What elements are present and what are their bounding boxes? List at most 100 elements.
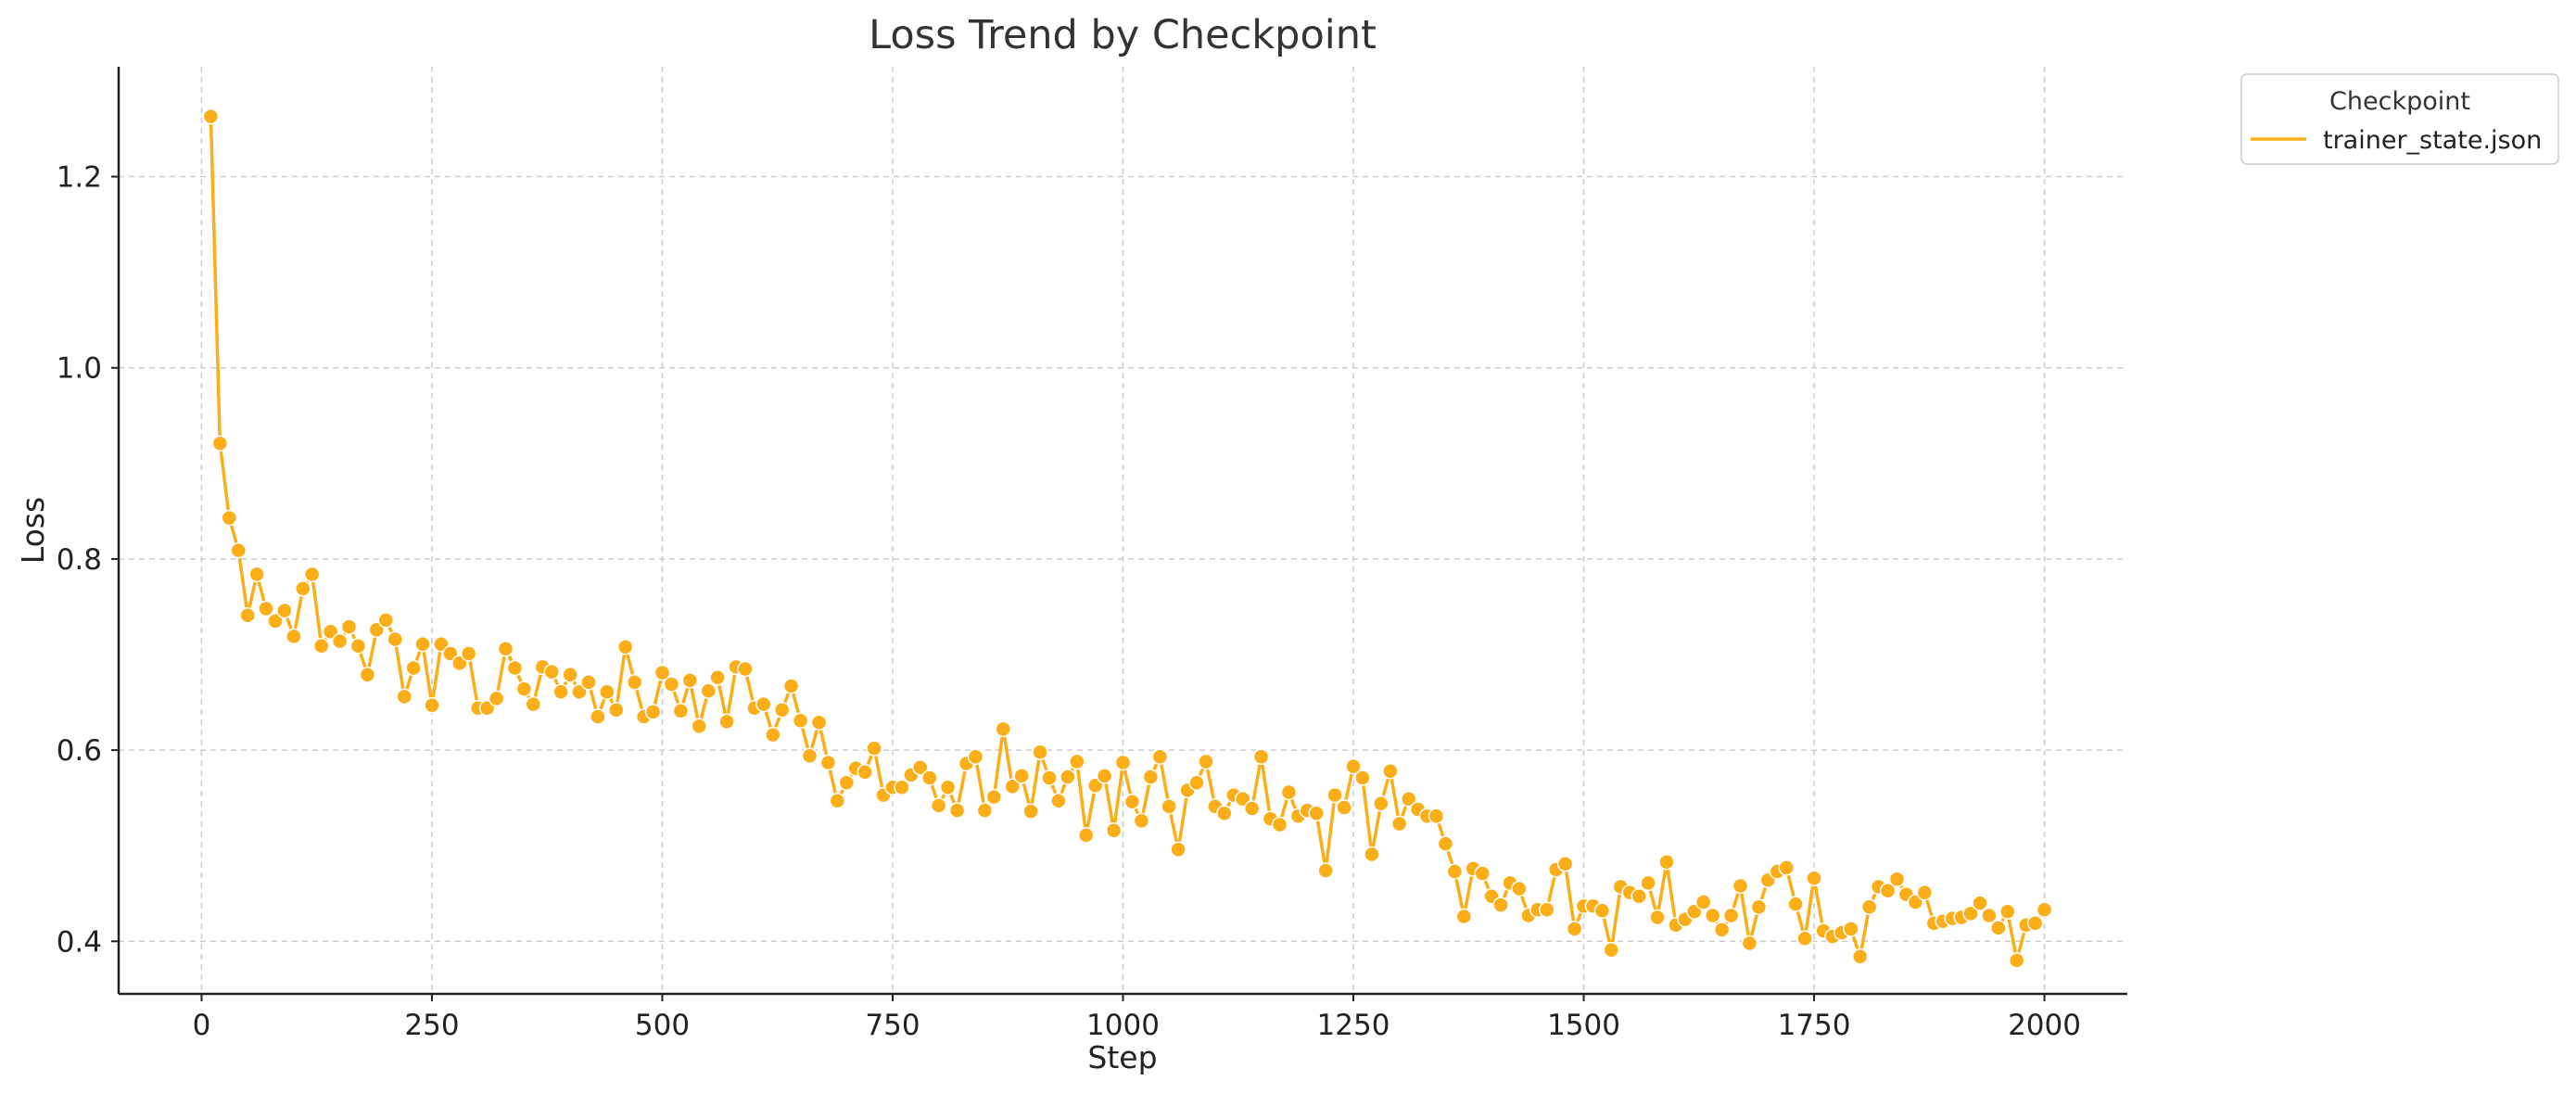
data-point bbox=[1999, 903, 2016, 921]
data-point bbox=[866, 740, 882, 757]
data-point bbox=[1252, 748, 1270, 766]
data-point bbox=[1022, 803, 1039, 820]
data-point bbox=[1796, 930, 1813, 947]
data-point bbox=[857, 764, 873, 781]
data-point bbox=[1114, 754, 1132, 771]
data-point bbox=[829, 793, 846, 809]
data-point bbox=[1151, 748, 1169, 766]
data-point bbox=[211, 435, 229, 452]
data-point bbox=[1050, 793, 1067, 809]
data-point bbox=[1041, 770, 1058, 786]
data-point bbox=[1713, 922, 1731, 938]
data-point bbox=[552, 683, 569, 700]
data-point bbox=[894, 779, 910, 796]
data-point bbox=[1060, 769, 1076, 785]
data-point bbox=[782, 678, 800, 694]
data-point bbox=[230, 541, 247, 559]
data-point bbox=[303, 566, 321, 583]
data-point bbox=[1860, 898, 1878, 915]
data-point bbox=[276, 602, 293, 619]
y-tick-label: 1.0 bbox=[57, 352, 102, 386]
data-point bbox=[1326, 786, 1343, 804]
data-point bbox=[1013, 768, 1030, 784]
data-point bbox=[1133, 812, 1150, 830]
legend-series-label: trainer_state.json bbox=[2323, 126, 2542, 155]
data-point bbox=[515, 681, 533, 697]
data-point bbox=[976, 802, 994, 819]
data-point bbox=[691, 718, 707, 735]
data-point bbox=[599, 683, 615, 700]
data-point bbox=[1077, 827, 1095, 844]
data-point bbox=[1446, 863, 1464, 880]
data-point bbox=[543, 663, 560, 681]
data-point bbox=[967, 748, 984, 766]
data-point bbox=[1511, 880, 1528, 897]
data-point bbox=[1271, 816, 1288, 833]
data-point bbox=[286, 628, 302, 645]
data-point bbox=[1428, 808, 1445, 824]
data-point bbox=[1390, 815, 1408, 833]
data-point bbox=[497, 641, 514, 657]
series bbox=[202, 108, 2053, 969]
data-point bbox=[718, 713, 735, 730]
data-point bbox=[1105, 821, 1123, 839]
data-point bbox=[295, 580, 311, 597]
legend: Checkpoint trainer_state.json bbox=[2240, 73, 2559, 165]
data-point bbox=[1280, 783, 1298, 801]
data-point bbox=[396, 688, 412, 706]
data-point bbox=[562, 666, 578, 683]
data-point bbox=[580, 674, 597, 691]
data-point bbox=[681, 672, 699, 689]
data-point bbox=[1317, 862, 1334, 879]
data-point bbox=[1032, 744, 1048, 760]
data-point bbox=[1492, 897, 1509, 913]
data-point bbox=[340, 618, 358, 635]
data-point bbox=[985, 788, 1003, 806]
data-point bbox=[312, 637, 330, 655]
data-point bbox=[1603, 941, 1620, 959]
data-point bbox=[838, 774, 856, 791]
data-point bbox=[1658, 853, 1675, 871]
data-point bbox=[258, 600, 274, 617]
data-point bbox=[1382, 763, 1399, 780]
data-point bbox=[1694, 894, 1712, 910]
x-tick-label: 1750 bbox=[1778, 1009, 1851, 1042]
data-point bbox=[1806, 870, 1822, 887]
data-point bbox=[1069, 753, 1085, 770]
data-point bbox=[1879, 882, 1897, 899]
data-point bbox=[1004, 778, 1021, 795]
data-point bbox=[1161, 798, 1177, 815]
data-point bbox=[2026, 914, 2044, 932]
data-point bbox=[1345, 757, 1362, 775]
data-point bbox=[1123, 794, 1141, 810]
data-point bbox=[1981, 907, 1998, 924]
data-point bbox=[663, 676, 680, 693]
data-point bbox=[1308, 805, 1325, 821]
data-point bbox=[1170, 841, 1186, 859]
data-point bbox=[801, 747, 818, 765]
grid bbox=[119, 67, 2127, 994]
x-tick-label: 1250 bbox=[1317, 1009, 1390, 1042]
x-ticks: 0 250 500 750 1000 1250 1500 1750 2000 bbox=[193, 994, 2081, 1042]
data-point bbox=[478, 700, 496, 717]
data-point bbox=[1188, 774, 1205, 791]
x-axis-label: Step bbox=[1087, 1039, 1157, 1075]
data-point bbox=[700, 682, 717, 699]
data-point bbox=[1843, 921, 1859, 937]
data-point bbox=[644, 704, 662, 720]
data-point bbox=[709, 669, 726, 686]
legend-box bbox=[2240, 73, 2559, 165]
x-tick-label: 750 bbox=[865, 1009, 920, 1042]
data-point bbox=[616, 639, 634, 655]
data-point bbox=[1851, 948, 1869, 965]
data-point bbox=[755, 695, 772, 713]
data-point bbox=[1096, 768, 1113, 784]
data-point bbox=[1474, 865, 1491, 882]
y-tick-label: 0.4 bbox=[57, 925, 102, 959]
data-point bbox=[608, 702, 625, 719]
data-point bbox=[995, 720, 1012, 738]
data-point bbox=[1566, 921, 1583, 937]
data-point bbox=[1593, 902, 1611, 920]
